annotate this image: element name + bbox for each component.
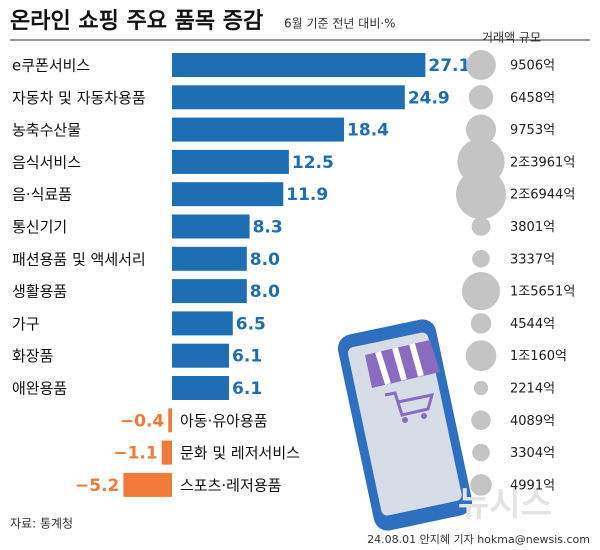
size-bubble — [465, 340, 497, 372]
value-label: 6.1 — [232, 379, 262, 399]
size-label: 9506억 — [510, 59, 555, 74]
category-label: 음·식료품 — [12, 186, 72, 204]
category-label: 아동·유아용품 — [180, 412, 268, 430]
value-label: 8.0 — [250, 250, 280, 270]
value-label: 11.9 — [286, 185, 328, 205]
size-title: 거래액 규모 — [482, 31, 541, 45]
size-bubble — [456, 169, 506, 220]
size-label: 3801억 — [510, 220, 555, 235]
size-bubble — [473, 380, 489, 396]
value-label: 8.3 — [253, 218, 283, 238]
value-label: 12.5 — [292, 153, 334, 173]
size-label: 9753억 — [510, 123, 555, 138]
bar — [123, 472, 172, 497]
size-label: 1조5651억 — [510, 285, 575, 300]
bar — [161, 440, 172, 465]
category-label: 문화 및 레저서비스 — [180, 444, 300, 462]
bar — [172, 53, 426, 77]
category-label: 가구 — [12, 315, 40, 333]
size-label: 4544억 — [510, 317, 555, 332]
bar — [172, 149, 289, 174]
chart-title: 온라인 쇼핑 주요 품목 증감 — [10, 9, 263, 34]
value-label: 6.1 — [232, 347, 262, 367]
size-bubble — [470, 313, 492, 334]
credit: 24.08.01 안지혜 기자 hokma@newsis.com — [367, 533, 590, 546]
category-label: 생활용품 — [12, 283, 67, 301]
size-bubble — [465, 114, 497, 145]
bar — [172, 214, 250, 239]
bar — [172, 343, 230, 368]
value-label: −1.1 — [113, 444, 157, 464]
category-label: e쿠폰서비스 — [12, 57, 90, 75]
category-label: 음식서비스 — [12, 153, 81, 171]
size-label: 3304억 — [510, 446, 555, 461]
size-label: 1조160억 — [510, 349, 567, 364]
bar — [172, 279, 247, 304]
category-label: 농축수산물 — [12, 121, 81, 139]
phone-illustration — [337, 319, 473, 531]
category-label: 패션용품 및 액세서리 — [12, 250, 146, 268]
size-label: 4089억 — [510, 414, 555, 429]
size-label: 2조6944억 — [510, 188, 575, 203]
size-bubble — [470, 474, 492, 496]
bar — [172, 311, 233, 336]
bar — [172, 117, 345, 142]
source: 자료: 통계청 — [10, 517, 73, 531]
size-bubble — [461, 272, 501, 311]
size-bubble — [466, 50, 496, 80]
value-label: −5.2 — [75, 476, 119, 496]
size-label: 2214억 — [510, 382, 555, 397]
size-label: 6458억 — [510, 91, 555, 106]
category-label: 애완용품 — [12, 380, 67, 398]
bar — [168, 408, 172, 433]
size-bubble — [472, 250, 490, 268]
category-label: 스포츠·레저용품 — [180, 476, 281, 494]
chart-subtitle: 6월 기준 전년 대비·% — [284, 17, 396, 31]
size-bubble — [472, 443, 490, 462]
bar — [172, 246, 247, 271]
category-label: 자동차 및 자동차용품 — [12, 89, 146, 107]
size-bubble — [471, 410, 491, 431]
size-label: 4991억 — [510, 478, 555, 493]
bar — [172, 85, 405, 110]
value-label: 27.1 — [428, 56, 470, 76]
value-label: 6.5 — [236, 314, 266, 334]
value-label: −0.4 — [120, 411, 165, 431]
value-label: 24.9 — [408, 88, 450, 108]
category-label: 통신기기 — [12, 218, 67, 236]
size-bubble — [471, 217, 491, 236]
category-label: 화장품 — [12, 347, 53, 365]
value-label: 18.4 — [347, 121, 389, 141]
size-label: 3337억 — [510, 252, 555, 267]
size-label: 2조3961억 — [510, 155, 575, 170]
bar — [172, 376, 230, 400]
size-bubble — [468, 85, 494, 110]
bar — [172, 182, 284, 207]
value-label: 8.0 — [250, 282, 280, 302]
